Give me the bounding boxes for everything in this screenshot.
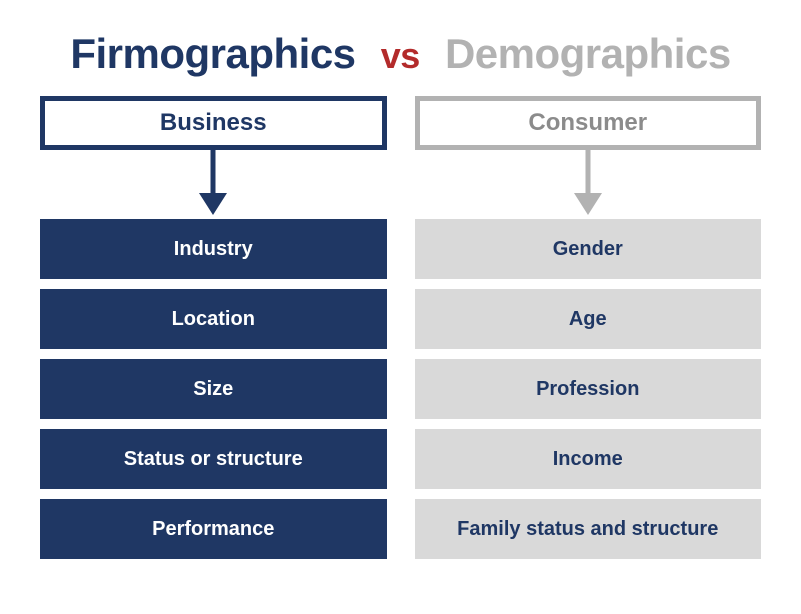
right-items: Gender Age Profession Income Family stat… [415, 219, 762, 559]
right-category-box: Consumer [415, 96, 762, 150]
right-column: Consumer Gender Age Profession Income Fa… [415, 96, 762, 559]
left-item-industry: Industry [40, 219, 387, 279]
left-category-box: Business [40, 96, 387, 150]
right-item-age: Age [415, 289, 762, 349]
columns-wrap: Business Industry Location Size Status o… [40, 96, 761, 559]
header-right-word: Demographics [445, 30, 731, 78]
left-item-status: Status or structure [40, 429, 387, 489]
left-item-location: Location [40, 289, 387, 349]
right-arrow-wrap [415, 149, 762, 219]
left-column: Business Industry Location Size Status o… [40, 96, 387, 559]
arrow-down-icon [570, 149, 606, 219]
header-title: Firmographics vs Demographics [40, 30, 761, 78]
right-item-income: Income [415, 429, 762, 489]
right-item-profession: Profession [415, 359, 762, 419]
arrow-down-icon [195, 149, 231, 219]
left-item-size: Size [40, 359, 387, 419]
header-left-word: Firmographics [70, 30, 355, 78]
left-arrow-wrap [40, 149, 387, 219]
left-item-performance: Performance [40, 499, 387, 559]
right-item-gender: Gender [415, 219, 762, 279]
right-item-family: Family status and structure [415, 499, 762, 559]
left-items: Industry Location Size Status or structu… [40, 219, 387, 559]
comparison-header: Firmographics vs Demographics [40, 30, 761, 78]
header-vs-word: vs [381, 35, 420, 77]
